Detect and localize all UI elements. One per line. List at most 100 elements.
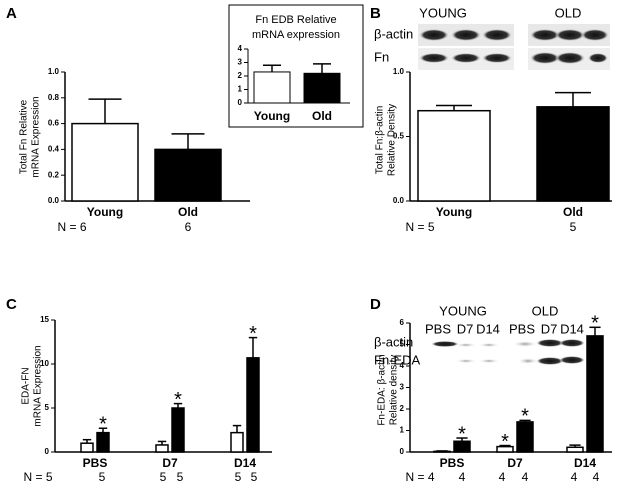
x-tick-label: D7 xyxy=(507,456,523,470)
y-tick-label: 2 xyxy=(238,71,243,80)
y-tick-label: 5 xyxy=(400,340,405,349)
n-label: 6 xyxy=(185,220,192,234)
n-label: 5 xyxy=(177,470,184,484)
y-tick-label: 1 xyxy=(400,426,405,435)
y-axis-label: Relative Density xyxy=(387,104,398,176)
y-tick-label: 15 xyxy=(40,315,49,324)
y-axis-label: mRNA Expression xyxy=(33,345,44,426)
bar xyxy=(154,148,222,202)
significance-marker: * xyxy=(249,323,257,345)
inset-title: mRNA expression xyxy=(252,29,340,41)
inset-frame xyxy=(228,4,364,128)
n-label: 5 xyxy=(99,470,106,484)
n-label: N = 5 xyxy=(23,470,52,484)
bar xyxy=(71,122,139,202)
bar xyxy=(496,445,514,453)
blot-d xyxy=(431,339,585,365)
bar xyxy=(246,357,260,453)
y-tick-label: 0.0 xyxy=(393,196,405,205)
significance-marker: * xyxy=(99,414,107,436)
bar xyxy=(453,440,471,453)
bar xyxy=(536,106,610,202)
y-tick-label: 3 xyxy=(400,383,405,392)
blot-lane-label: D7 xyxy=(457,321,474,336)
panel: D Fn-EDA: β-actin Relative density 0 1 2 3 4 5 6 P… xyxy=(370,296,612,484)
y-tick-label: 0.0 xyxy=(48,196,60,205)
bar xyxy=(516,421,534,453)
y-tick-label: 5 xyxy=(45,403,50,412)
significance-marker: * xyxy=(591,313,599,335)
blot-lane-label: D14 xyxy=(476,321,500,336)
y-tick-label: 0.5 xyxy=(393,132,405,141)
panel: B Total Fn:β-actin Relative Density 0.0 0.5 1… xyxy=(370,5,612,234)
x-tick-label: D7 xyxy=(162,456,178,470)
x-tick-label: Old xyxy=(312,109,332,123)
panel: Fn EDB Relative mRNA expression 0 1 2 3 4 Young… xyxy=(238,14,350,123)
y-tick-label: 4 xyxy=(238,44,243,53)
significance-marker: * xyxy=(174,389,182,411)
significance-marker: * xyxy=(521,406,529,428)
n-label: 4 xyxy=(459,470,466,484)
bar xyxy=(417,109,491,202)
bar xyxy=(303,72,341,104)
blot-column-label: OLD xyxy=(555,5,582,20)
y-tick-label: 0 xyxy=(400,447,405,456)
y-axis-label: mRNA Expression xyxy=(31,96,42,177)
bar xyxy=(253,71,291,104)
y-tick-label: 2 xyxy=(400,404,405,413)
bar xyxy=(230,431,244,453)
blot-column-label: YOUNG xyxy=(419,5,467,20)
n-label: 5 xyxy=(251,470,258,484)
x-tick-label: Young xyxy=(87,205,123,219)
blot-lane-label: D7 xyxy=(541,321,558,336)
n-label: 5 xyxy=(570,220,577,234)
y-tick-label: 0.8 xyxy=(48,93,60,102)
x-tick-label: PBS xyxy=(83,456,108,470)
panel-letter: A xyxy=(6,5,17,22)
blot-lane-label: D14 xyxy=(560,321,584,336)
blot-b xyxy=(418,24,610,70)
x-tick-label: Old xyxy=(178,205,198,219)
y-tick-label: 0.4 xyxy=(48,145,60,154)
blot-row-label: Fn-EDA xyxy=(374,352,421,367)
y-tick-label: 4 xyxy=(400,361,405,370)
panel: A Total Fn Relative mRNA Expression 0.0 0.2 0… xyxy=(6,5,250,234)
n-label: 4 xyxy=(593,470,600,484)
bar xyxy=(171,407,185,453)
significance-marker: * xyxy=(458,423,466,445)
bar xyxy=(155,444,169,453)
y-tick-label: 0.2 xyxy=(48,170,60,179)
n-label: N = 6 xyxy=(57,220,86,234)
n-label: 4 xyxy=(571,470,578,484)
y-tick-label: 0 xyxy=(45,447,50,456)
panel-letter: C xyxy=(6,296,17,313)
blot-lane-label: PBS xyxy=(509,321,535,336)
panel: C EDA-FN mRNA Expression 0 5 10 15 PBS D7 D14 N = … xyxy=(6,296,272,484)
n-label: 5 xyxy=(160,470,167,484)
y-axis-label: Fn-EDA: β-actin xyxy=(377,354,388,425)
bar xyxy=(566,446,584,453)
x-tick-label: D14 xyxy=(574,456,596,470)
inset-title: Fn EDB Relative xyxy=(255,14,336,26)
blot-row-label: β-actin xyxy=(374,334,413,349)
panel-letter: D xyxy=(370,296,381,313)
x-tick-label: Young xyxy=(436,205,472,219)
y-tick-label: 1 xyxy=(238,85,243,94)
x-tick-label: PBS xyxy=(440,456,465,470)
y-tick-label: 0 xyxy=(238,98,243,107)
blot-column-label: YOUNG xyxy=(439,303,487,318)
y-tick-label: 1.0 xyxy=(48,67,60,76)
y-tick-label: 10 xyxy=(40,359,49,368)
y-tick-label: 1.0 xyxy=(393,67,405,76)
y-tick-label: 3 xyxy=(238,58,243,67)
n-label: 4 xyxy=(522,470,529,484)
y-tick-label: 6 xyxy=(400,318,405,327)
bar xyxy=(96,431,110,453)
blot-row-label: Fn xyxy=(374,49,389,64)
y-axis-label: Total Fn Relative xyxy=(19,99,30,174)
x-tick-label: D14 xyxy=(234,456,256,470)
bar xyxy=(80,442,94,453)
significance-marker: * xyxy=(501,431,509,453)
y-axis-label: EDA-FN xyxy=(21,367,32,404)
blot-column-label: OLD xyxy=(532,303,559,318)
